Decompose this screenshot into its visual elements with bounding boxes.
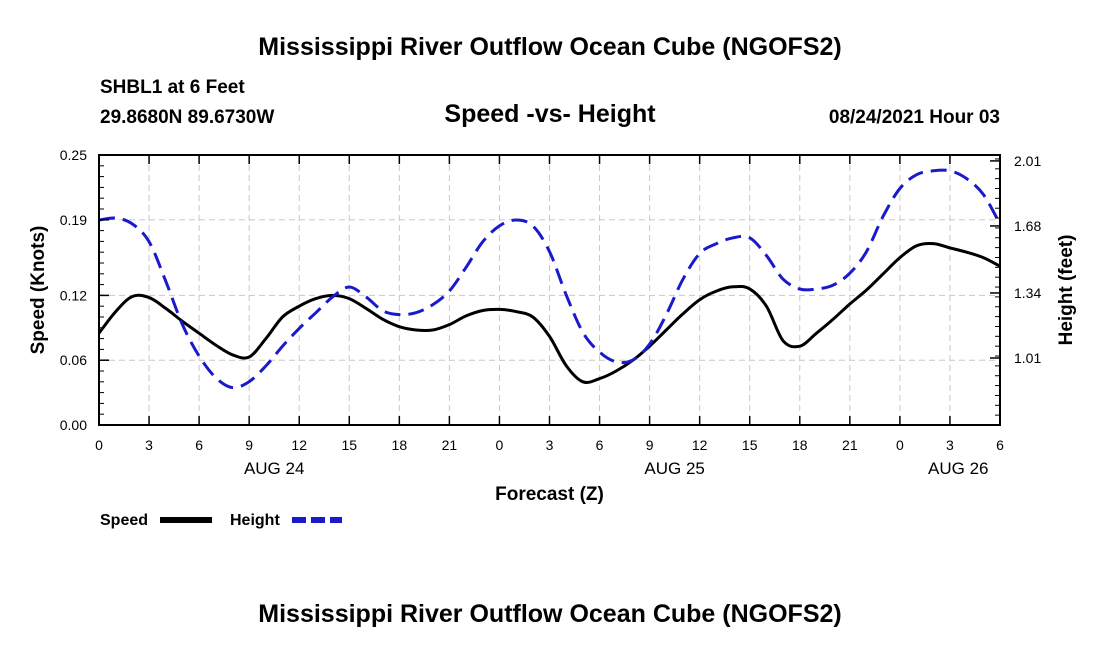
x-tick-label: 0 [496,437,504,453]
x-tick-label: 21 [842,437,858,453]
y-tick-label: 0.06 [60,352,87,368]
y2-tick-label: 1.34 [1014,285,1041,301]
x-tick-label: 9 [245,437,253,453]
x-tick-label: 6 [596,437,604,453]
x-tick-label: 3 [946,437,954,453]
x-date-label: AUG 25 [644,459,704,478]
y-axis-title: Speed (Knots) [28,226,49,355]
chart-title-top: Mississippi River Outflow Ocean Cube (NG… [258,33,842,61]
y-tick-label: 0.19 [60,212,87,228]
x-tick-label: 0 [896,437,904,453]
x-tick-label: 6 [996,437,1004,453]
labels-layer: 0 3 6 9 12 15 18 21 0 3 6 9 12 15 18 21 0 3 6 AUG 24 AUG 25 A… [28,147,1077,505]
x-tick-label: 0 [95,437,103,453]
x-tick-label: 15 [341,437,357,453]
x-tick-label: 9 [646,437,654,453]
station-label: SHBL1 at 6 Feet [100,77,245,98]
x-tick-label: 12 [692,437,708,453]
forecast-datetime: 08/24/2021 Hour 03 [828,107,1000,128]
y-tick-label: 0.00 [60,417,87,433]
y2-axis-title: Height (feet) [1056,235,1077,346]
x-tick-label: 18 [792,437,808,453]
x-tick-label: 6 [195,437,203,453]
y-tick-label: 0.12 [60,287,87,303]
x-tick-label: 18 [392,437,408,453]
axes-layer [98,154,1001,426]
station-coords: 29.8680N 89.6730W [100,107,275,128]
x-tick-label: 21 [442,437,458,453]
speed-series-line [97,241,1001,384]
legend-height-label: Height [230,512,280,529]
height-series-line [98,168,1002,390]
y-tick-label: 0.25 [60,147,87,163]
legend-speed-label: Speed [100,512,148,529]
x-date-label: AUG 26 [928,459,988,478]
legend: Speed Height [100,512,342,529]
x-date-label: AUG 24 [244,459,304,478]
series-layer [97,168,1002,390]
y2-tick-label: 2.01 [1014,153,1041,169]
x-tick-label: 15 [742,437,758,453]
x-axis-title: Forecast (Z) [495,484,604,505]
x-tick-label: 12 [291,437,307,453]
chart-title-bottom: Mississippi River Outflow Ocean Cube (NG… [258,600,842,628]
x-tick-label: 3 [546,437,554,453]
y2-tick-label: 1.01 [1014,350,1041,366]
chart-subtitle: Speed -vs- Height [444,100,656,128]
x-tick-label: 3 [145,437,153,453]
y2-tick-label: 1.68 [1014,218,1041,234]
